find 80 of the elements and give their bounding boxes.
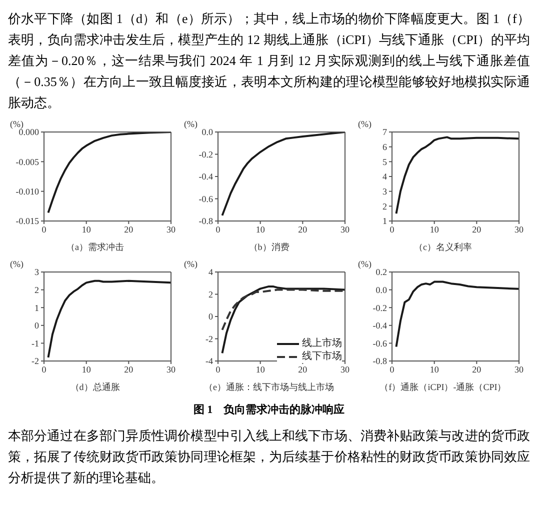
y-tick-label: 3: [34, 267, 40, 278]
y-tick-label: 1: [382, 216, 387, 226]
y-tick-label: -2: [32, 356, 39, 366]
x-tick-label: 10: [430, 364, 440, 374]
y-tick-label: -0.8: [372, 356, 388, 366]
x-tick-label: 30: [166, 364, 176, 374]
line-series: [221, 132, 345, 216]
y-tick-label: -0.2: [372, 302, 387, 313]
y-tick-label: 0: [34, 320, 40, 331]
legend-label: 线下市场: [302, 350, 342, 363]
y-tick-label: 1: [34, 302, 39, 313]
line-series: [395, 280, 519, 348]
y-tick-label: -0.4: [198, 172, 214, 182]
x-axis-title: （c）名义利率: [413, 241, 473, 254]
y-tick-label: -0.015: [16, 216, 40, 226]
x-tick-label: 30: [166, 224, 176, 234]
y-tick-label: 6: [382, 142, 388, 152]
x-tick-label: 0: [42, 364, 47, 374]
x-axis-title: （f）通胀（iCPI）-通胀（CPI）: [378, 381, 508, 394]
y-tick-label: -0.2: [198, 149, 213, 160]
x-tick-label: 20: [298, 364, 308, 374]
y-tick-label: 4: [382, 172, 388, 182]
y-tick-label: -2: [206, 334, 213, 344]
x-tick-label: 10: [82, 224, 92, 234]
x-axis-title: （a）需求冲击: [65, 241, 125, 254]
y-tick-label: -0.8: [198, 216, 214, 226]
y-tick-label: -0.4: [372, 320, 388, 331]
line-series: [221, 288, 345, 331]
y-tick-label: 0.0: [202, 127, 214, 138]
y-axis-title: (%): [184, 259, 198, 269]
x-axis-title: （e）通胀：线下市场与线上市场: [203, 381, 335, 394]
y-tick-label: -0.010: [16, 186, 40, 197]
y-tick-label: -0.6: [198, 194, 214, 204]
line-series: [395, 136, 519, 215]
y-tick-label: 7: [382, 127, 388, 138]
y-tick-label: 5: [382, 156, 388, 167]
y-tick-label: 0.2: [376, 267, 387, 278]
y-tick-label: -4: [206, 356, 214, 366]
x-tick-label: 20: [298, 224, 308, 234]
x-tick-label: 20: [124, 364, 134, 374]
y-tick-label: -0.005: [16, 156, 40, 167]
y-tick-label: 0.0: [376, 284, 388, 295]
x-tick-label: 0: [216, 224, 221, 234]
x-tick-label: 20: [124, 224, 134, 234]
y-tick-label: 2: [208, 289, 213, 300]
legend-label: 线上市场: [302, 337, 342, 350]
x-axis-title: （b）消费: [248, 241, 290, 254]
y-axis-title: (%): [10, 259, 24, 269]
line-series: [47, 132, 171, 214]
line-series: [47, 280, 171, 358]
y-axis-title: (%): [10, 119, 24, 129]
x-tick-label: 10: [82, 364, 92, 374]
x-tick-label: 30: [340, 364, 350, 374]
x-tick-label: 0: [216, 364, 221, 374]
text: 本部分通过在多部门异质性调价模型中引入线上和线下市场、消费补贴政策与改进的货币政策，拓展了传统财政货币政策协同理论框架，为后续基于价格粘性的财政货币政策协同效应分析提供了新的理论基础。: [8, 427, 530, 487]
y-tick-label: 0.000: [18, 127, 40, 138]
caption: 图 1 负向需求冲击的脉冲响应: [192, 402, 346, 418]
x-tick-label: 30: [340, 224, 350, 234]
x-tick-label: 10: [256, 364, 266, 374]
x-tick-label: 0: [390, 224, 395, 234]
x-tick-label: 0: [42, 224, 47, 234]
x-tick-label: 30: [514, 224, 524, 234]
x-tick-label: 20: [472, 224, 482, 234]
x-tick-label: 30: [514, 364, 524, 374]
y-tick-label: 0: [208, 312, 214, 322]
x-tick-label: 20: [472, 364, 482, 374]
x-axis-title: （d）总通胀: [69, 381, 121, 394]
y-axis-title: (%): [358, 259, 372, 269]
y-tick-label: -1: [32, 338, 39, 348]
x-tick-label: 10: [256, 224, 266, 234]
y-axis-title: (%): [184, 119, 198, 129]
text: 价水平下降（如图 1（d）和（e）所示）；其中，线上市场的物价下降幅度更大。图 1（f）表明，负向需求冲击发生后，模型产生的 12 期线上通胀（iCPI）与线下通胀（CPI）的平均差值为－0.20％，这一结果与我们 2024 年 1 月到 12 月实际观测到的线上与线下通胀差值（－0.35％）在方向上一致且幅度接近，表明本文所构建的理论模型能够较好地模拟实际通胀动态。: [8, 10, 530, 112]
x-tick-label: 0: [390, 364, 395, 374]
y-tick-label: 3: [382, 186, 388, 197]
y-tick-label: 4: [208, 267, 214, 278]
y-tick-label: 2: [34, 284, 39, 295]
y-axis-title: (%): [358, 119, 372, 129]
x-tick-label: 10: [430, 224, 440, 234]
y-tick-label: 2: [382, 201, 387, 212]
y-tick-label: -0.6: [372, 338, 388, 348]
